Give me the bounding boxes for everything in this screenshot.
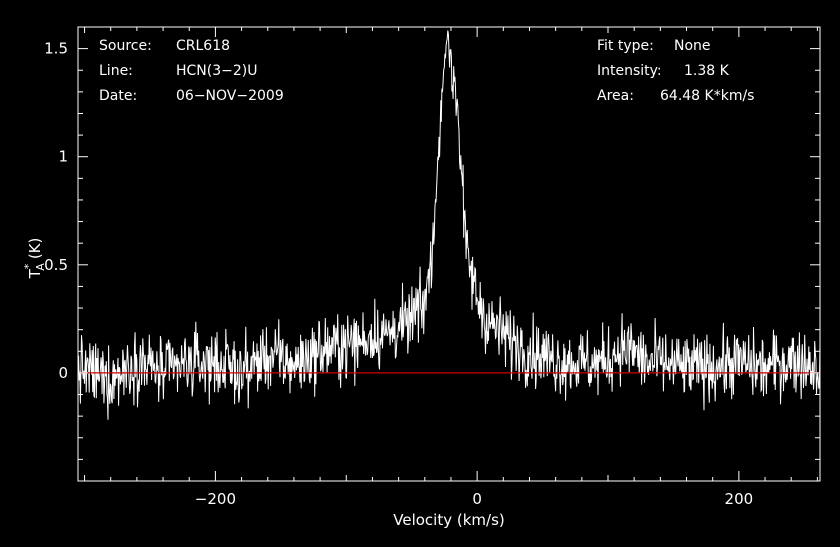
y-tick-label: 1 [58,148,68,166]
y-axis-title-main: T [26,268,44,279]
x-tick-label: 0 [472,490,482,508]
source-key: Source: [99,38,152,54]
x-axis-title: Velocity (km/s) [393,511,504,529]
y-axis-title-sup: * [22,263,35,269]
svg-text:T*A(K): T*A (K) [22,238,47,280]
intensity-key: Intensity: [597,63,662,79]
date-value: 06−NOV−2009 [176,88,284,104]
fit-type-key: Fit type: [597,38,654,54]
plot-frame [77,26,821,482]
y-tick-label: 1.5 [44,40,68,58]
date-key: Date: [99,88,137,104]
spectrum-trace [77,30,821,420]
y-tick-label: 0 [58,364,68,382]
intensity-value: 1.38 K [684,63,730,79]
x-tick-label: −200 [195,490,236,508]
spectrum-layer [77,30,821,420]
line-value: HCN(3−2)U [176,63,258,79]
axis-labels-layer: −200 0 200 0 0.5 1 1.5 [44,40,753,508]
area-value: 64.48 K*km/s [660,88,754,104]
line-key: Line: [99,63,133,79]
y-axis-title: T*A (K) [22,238,47,280]
y-axis-title-sub: A [34,263,47,271]
ticks-layer [78,27,820,481]
fit-type-value: None [674,38,711,54]
source-value: CRL618 [176,38,230,54]
y-tick-label: 0.5 [44,256,68,274]
x-tick-label: 200 [725,490,754,508]
y-axis-title-unit: (K) [26,238,44,260]
area-key: Area: [597,88,634,104]
